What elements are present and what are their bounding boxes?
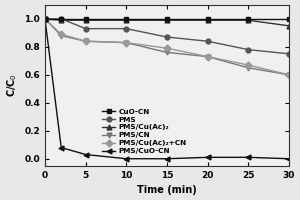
Line: PMS/Cu(Ac)₂+CN: PMS/Cu(Ac)₂+CN (43, 16, 291, 77)
PMS/Cu(Ac)₂+CN (124, 41, 128, 44)
PMS/CuO-CN (206, 156, 209, 159)
PMS/CuO-CN (124, 158, 128, 160)
CuO-CN (206, 18, 209, 20)
PMS/CN (206, 55, 209, 58)
CuO-CN (247, 18, 250, 20)
PMS/Cu(Ac)₂+CN (247, 64, 250, 66)
PMS (206, 40, 209, 42)
Line: PMS: PMS (43, 16, 291, 56)
PMS (43, 18, 47, 20)
Legend: CuO-CN, PMS, PMS/Cu(Ac)₂, PMS/CN, PMS/Cu(Ac)₂+CN, PMS/CuO-CN: CuO-CN, PMS, PMS/Cu(Ac)₂, PMS/CN, PMS/Cu… (102, 109, 186, 154)
PMS/Cu(Ac)₂ (287, 25, 291, 27)
CuO-CN (43, 18, 47, 20)
PMS/Cu(Ac)₂+CN (59, 33, 63, 35)
PMS (247, 48, 250, 51)
PMS/CN (287, 74, 291, 76)
PMS (124, 27, 128, 30)
PMS/CuO-CN (59, 146, 63, 149)
PMS/CN (247, 67, 250, 69)
CuO-CN (84, 18, 87, 20)
PMS/CuO-CN (287, 158, 291, 160)
PMS/CuO-CN (165, 158, 169, 160)
PMS/Cu(Ac)₂+CN (287, 74, 291, 76)
PMS/CN (165, 51, 169, 54)
Y-axis label: C/C$_0$: C/C$_0$ (5, 73, 19, 97)
PMS/CN (84, 40, 87, 42)
PMS/Cu(Ac)₂+CN (206, 55, 209, 58)
PMS/Cu(Ac)₂ (43, 18, 47, 20)
PMS/Cu(Ac)₂+CN (84, 40, 87, 42)
PMS (165, 36, 169, 38)
X-axis label: Time (min): Time (min) (137, 185, 197, 195)
PMS/Cu(Ac)₂ (165, 19, 169, 21)
PMS (287, 53, 291, 55)
PMS/Cu(Ac)₂ (206, 19, 209, 21)
PMS (59, 18, 63, 20)
PMS/CuO-CN (84, 153, 87, 156)
PMS/Cu(Ac)₂+CN (43, 18, 47, 20)
PMS/CN (43, 18, 47, 20)
PMS (84, 27, 87, 30)
PMS/CN (124, 41, 128, 44)
PMS/CN (59, 34, 63, 37)
Line: PMS/CuO-CN: PMS/CuO-CN (43, 16, 291, 161)
CuO-CN (124, 18, 128, 20)
Line: PMS/CN: PMS/CN (43, 16, 291, 77)
CuO-CN (287, 18, 291, 20)
PMS/CuO-CN (43, 18, 47, 20)
CuO-CN (59, 18, 63, 20)
PMS/Cu(Ac)₂ (59, 19, 63, 21)
PMS/Cu(Ac)₂+CN (165, 47, 169, 49)
Line: PMS/Cu(Ac)₂: PMS/Cu(Ac)₂ (43, 16, 291, 28)
PMS/Cu(Ac)₂ (247, 19, 250, 21)
PMS/Cu(Ac)₂ (124, 19, 128, 21)
Line: CuO-CN: CuO-CN (43, 16, 291, 21)
CuO-CN (165, 18, 169, 20)
PMS/Cu(Ac)₂ (84, 19, 87, 21)
PMS/CuO-CN (247, 156, 250, 159)
